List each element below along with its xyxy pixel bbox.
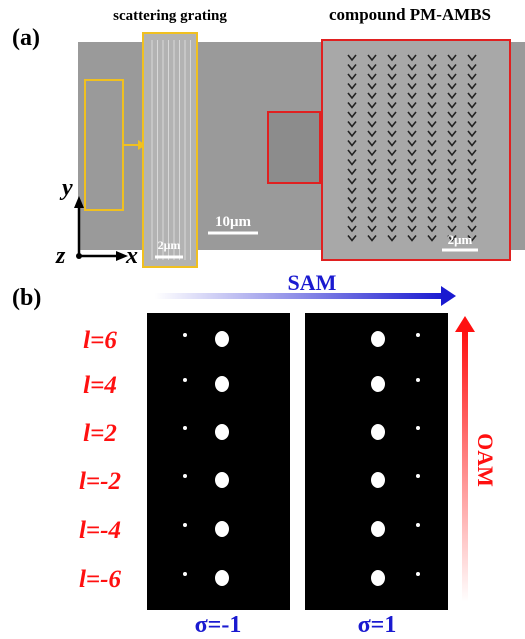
image-panel xyxy=(305,313,448,610)
spot xyxy=(215,376,229,392)
spot xyxy=(371,570,385,586)
spot xyxy=(416,474,420,478)
spot xyxy=(371,521,385,537)
spot xyxy=(371,376,385,392)
row-label: l=6 xyxy=(83,327,117,354)
scale-label: 10μm xyxy=(215,214,252,230)
panel-label: (a) xyxy=(12,25,40,51)
column-label: σ=-1 xyxy=(195,612,242,634)
spot xyxy=(371,331,385,347)
row-label: l=4 xyxy=(83,372,117,399)
spot xyxy=(215,424,229,440)
origin xyxy=(76,253,82,259)
spot xyxy=(215,472,229,488)
spot xyxy=(183,523,187,527)
axis-label: y xyxy=(59,175,73,201)
arrow-head xyxy=(455,316,475,332)
spot xyxy=(416,333,420,337)
panel-a: (a) scattering grating 2μm compound PM-A… xyxy=(12,5,525,269)
compound-title: compound PM-AMBS xyxy=(329,5,491,24)
sam-label: SAM xyxy=(288,270,337,295)
row-label: l=-6 xyxy=(79,566,122,593)
oam-label: OAM xyxy=(473,433,498,487)
spot xyxy=(416,523,420,527)
spot xyxy=(416,426,420,430)
arrow-head xyxy=(441,286,456,306)
spot xyxy=(416,378,420,382)
row-label: l=2 xyxy=(83,420,117,447)
grating-title: scattering grating xyxy=(113,8,227,24)
spot xyxy=(183,378,187,382)
spot xyxy=(215,570,229,586)
image-panel xyxy=(147,313,290,610)
spot xyxy=(183,572,187,576)
spot xyxy=(215,331,229,347)
spot xyxy=(371,424,385,440)
panel-b: (b) SAM OAM l=6 l=4 l=2 l=-2 l=-4 l=-6 σ=-1 σ… xyxy=(12,270,498,634)
column-label: σ=1 xyxy=(358,612,397,634)
spot xyxy=(371,472,385,488)
scale-label: 2μm xyxy=(448,232,473,247)
spot xyxy=(215,521,229,537)
spot xyxy=(183,333,187,337)
scale-label: 2μm xyxy=(158,238,181,252)
spot xyxy=(416,572,420,576)
axis-label: x xyxy=(125,243,138,269)
grating-box xyxy=(143,33,197,267)
spot xyxy=(183,474,187,478)
page: {"panel_a":{"label":"(a)","grating_title… xyxy=(0,0,525,634)
structure-box xyxy=(268,112,320,183)
row-label: l=-4 xyxy=(79,517,121,544)
spot xyxy=(183,426,187,430)
panel-label: (b) xyxy=(12,285,41,311)
figure: (a) scattering grating 2μm compound PM-A… xyxy=(0,0,525,634)
oam-arrow xyxy=(462,330,468,602)
row-label: l=-2 xyxy=(79,468,121,495)
axis-label: z xyxy=(55,243,66,269)
